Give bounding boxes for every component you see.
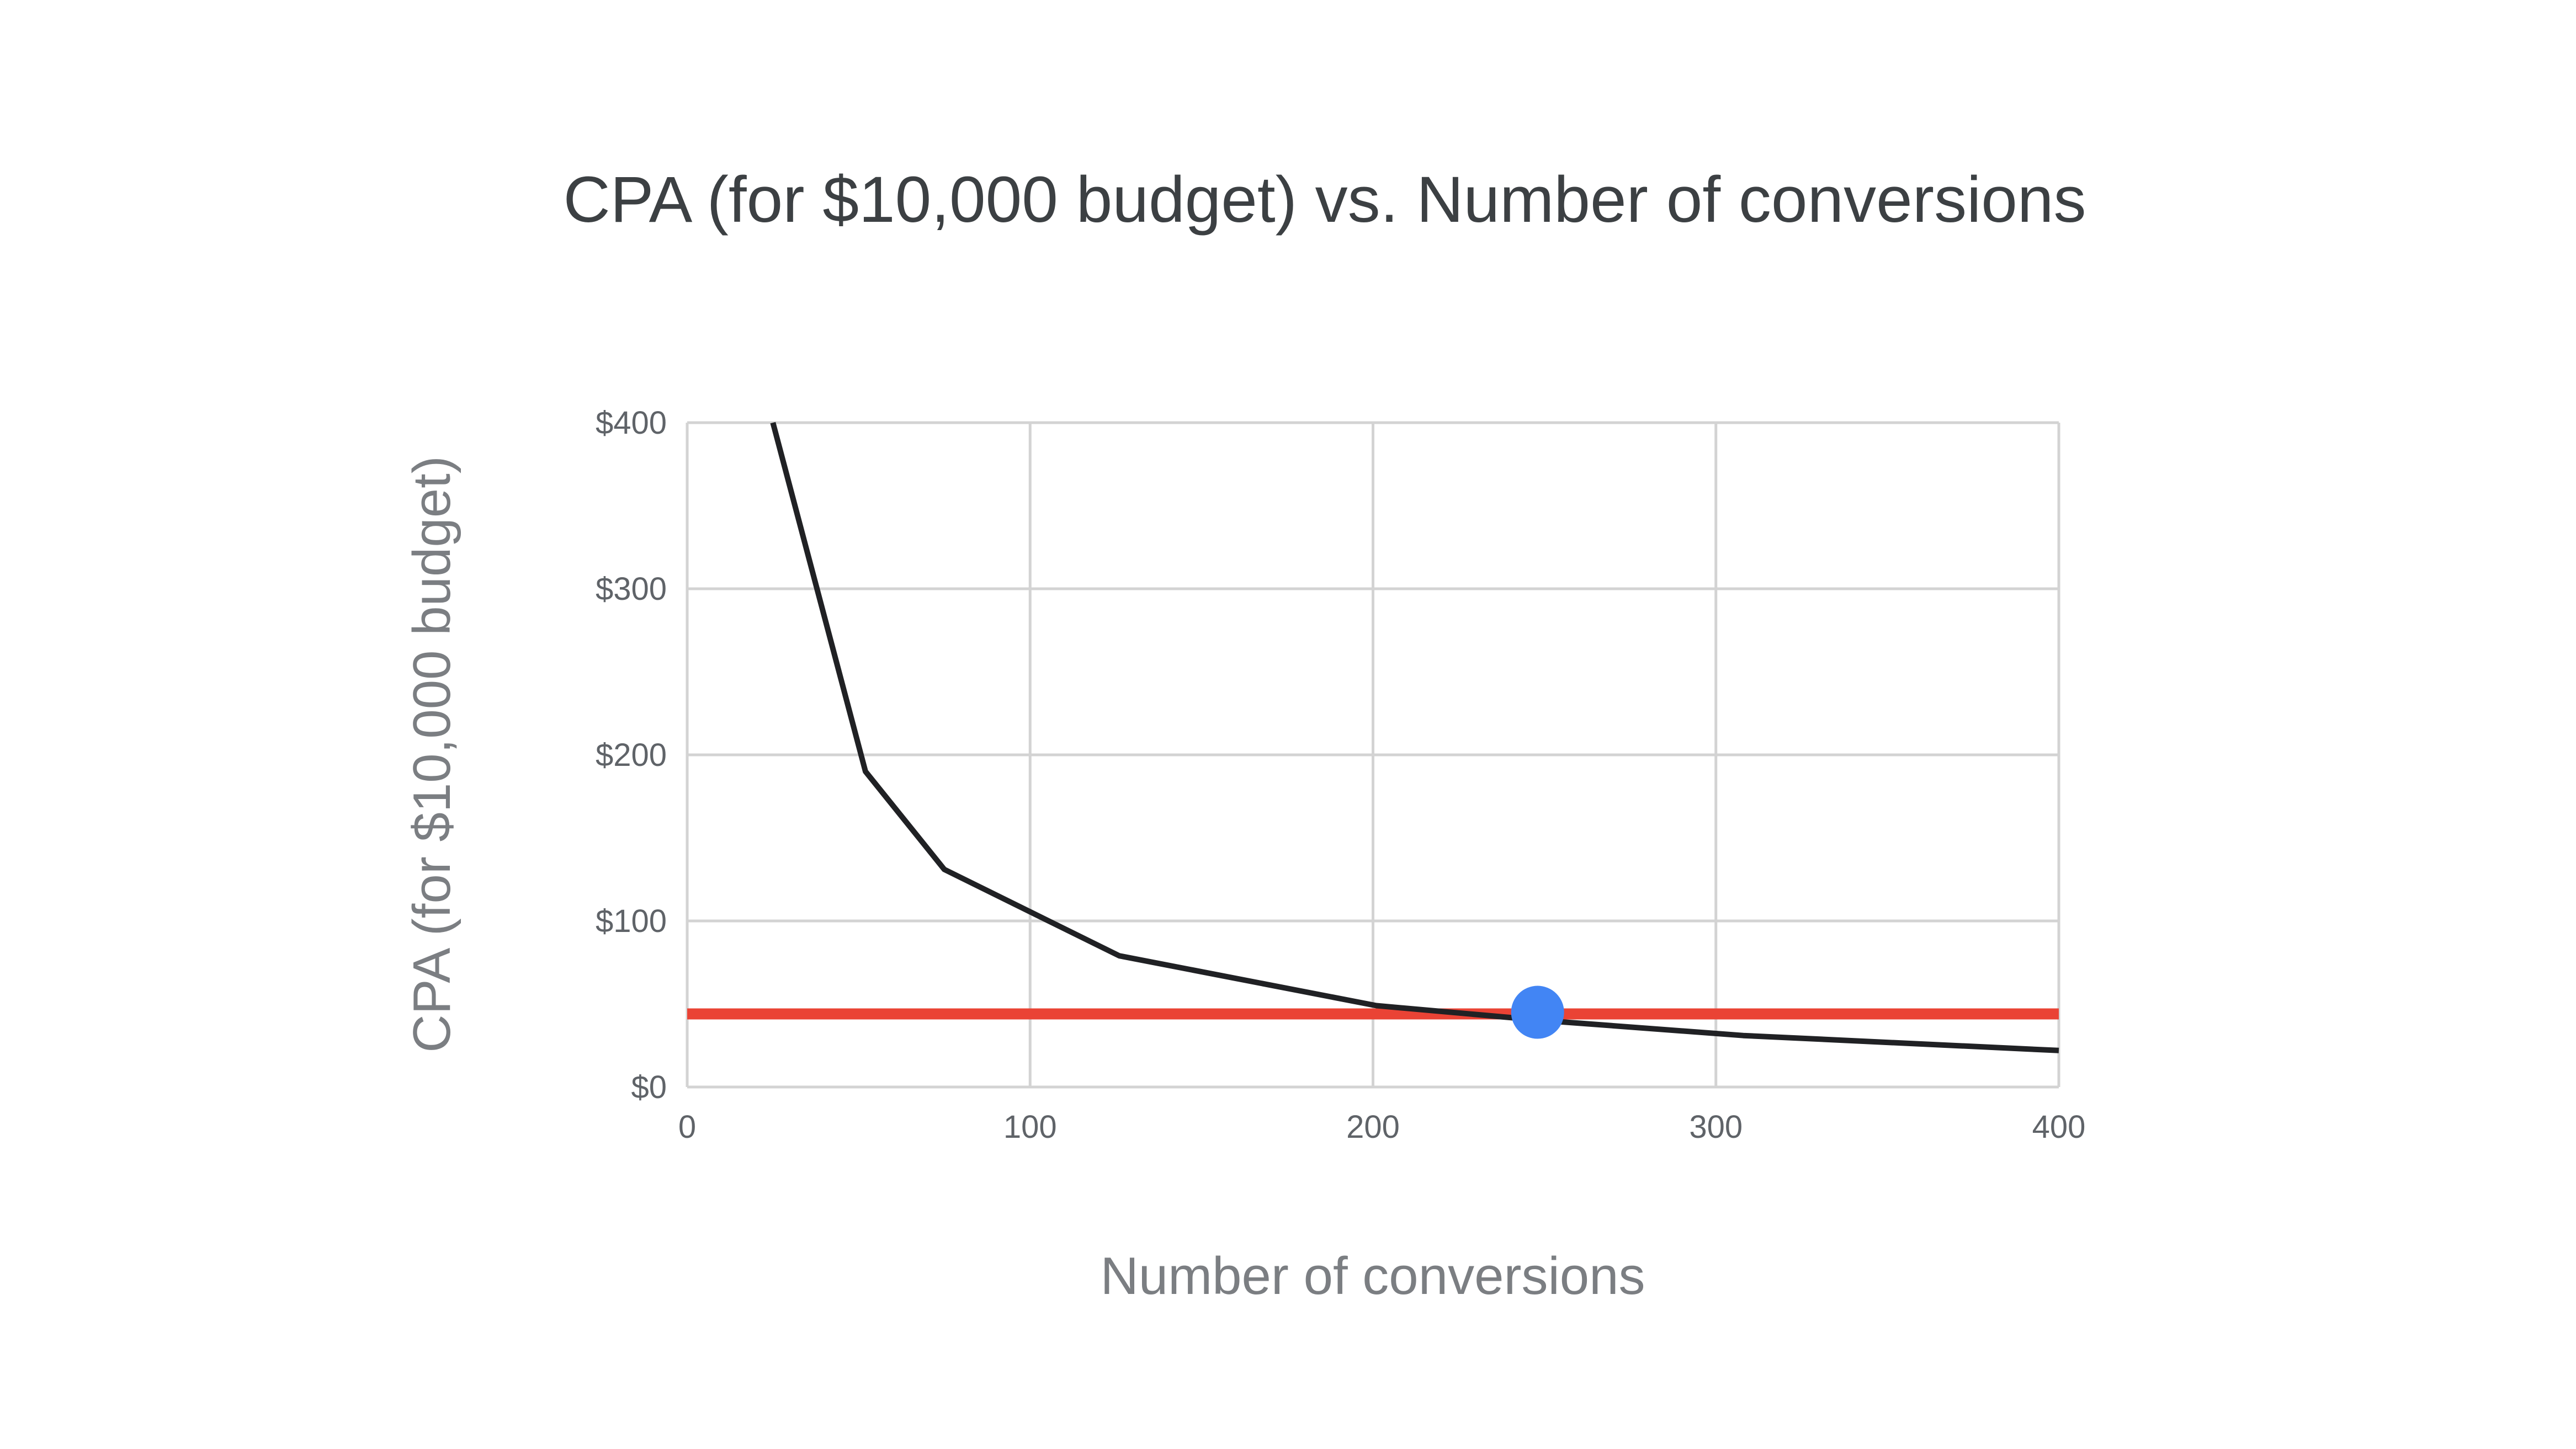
x-tick-label: 0 [678, 1109, 696, 1145]
chart-title: CPA (for $10,000 budget) vs. Number of c… [563, 163, 2086, 236]
x-tick-label: 300 [1689, 1109, 1743, 1145]
x-tick-label: 200 [1346, 1109, 1400, 1145]
y-tick-label: $400 [596, 405, 667, 441]
y-tick-label: $100 [596, 903, 667, 939]
y-axis-label: CPA (for $10,000 budget) [402, 456, 461, 1053]
y-tick-label: $200 [596, 737, 667, 773]
x-tick-label: 400 [2032, 1109, 2086, 1145]
grid [686, 421, 2060, 1089]
x-tick-label: 100 [1003, 1109, 1057, 1145]
x-axis-ticks: 0 100 200 300 400 [678, 1109, 2086, 1145]
y-tick-label: $300 [596, 571, 667, 607]
x-axis-label: Number of conversions [1100, 1246, 1645, 1306]
y-axis-ticks: $0 $100 $200 $300 $400 [596, 405, 667, 1105]
y-tick-label: $0 [631, 1069, 667, 1105]
highlight-point [1511, 985, 1564, 1039]
series-line [770, 422, 2059, 1053]
